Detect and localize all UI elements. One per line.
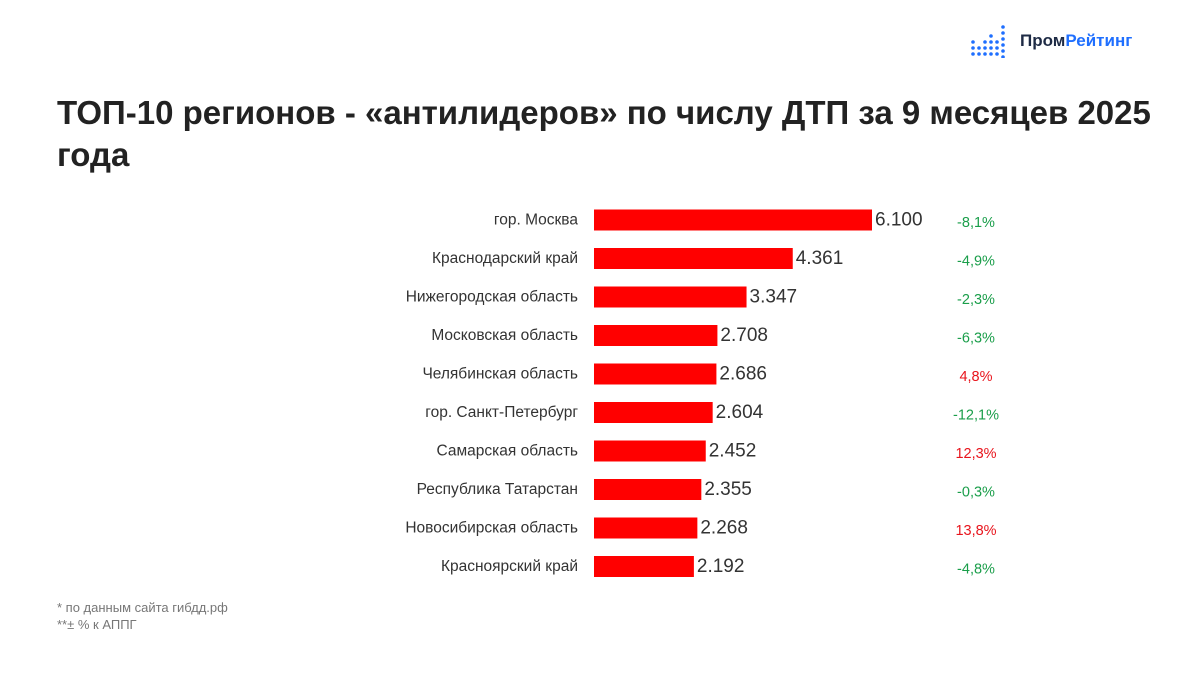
data-label: 3.347 [750,287,798,308]
data-label: 2.355 [704,479,752,500]
data-label: 4.361 [796,248,844,269]
data-label: 2.192 [697,556,745,577]
bar [594,440,706,462]
brand-name: ПромРейтинг [1020,31,1132,51]
change-label: -2,3% [957,292,995,308]
change-label: -0,3% [957,485,995,501]
change-label: -12,1% [953,408,999,424]
category-label: Челябинская область [422,366,578,383]
change-label: -4,9% [957,254,995,270]
bar [594,286,747,308]
footnote-change-note: **± % к АППГ [57,617,137,632]
category-label: Самарская область [437,443,578,460]
bar [594,556,694,577]
change-label: -6,3% [957,331,995,347]
brand-name-part1: Пром [1020,31,1066,50]
category-label: гор. Москва [494,212,578,229]
change-label: -4,8% [957,562,995,578]
footnotes: * по данным сайта гибдд.рф **± % к АППГ [57,599,228,633]
footnote-source: * по данным сайта гибдд.рф [57,600,228,615]
category-label: гор. Санкт-Петербург [425,404,578,421]
bar [594,248,793,269]
chart-title: ТОП-10 регионов - «антилидеров» по числу… [57,94,1151,173]
data-label: 2.604 [716,402,764,423]
bar [594,363,717,385]
bar [594,517,698,539]
category-label: Нижегородская область [406,289,578,306]
category-label: Республика Татарстан [417,481,578,498]
data-label: 2.708 [720,325,768,346]
data-label: 2.452 [709,441,757,462]
change-label: -8,1% [957,215,995,231]
bar [594,479,702,500]
category-label: Красноярский край [441,558,578,575]
dot-matrix-bars-icon [971,25,1005,58]
category-label: Краснодарский край [432,250,578,267]
change-label: 4,8% [959,369,992,385]
change-label: 13,8% [955,523,996,539]
brand-logo: ПромРейтинг [970,24,1132,58]
data-label: 2.268 [700,518,748,539]
data-label: 6.100 [875,210,923,231]
brand-name-part2: Рейтинг [1065,31,1133,50]
category-label: Новосибирская область [405,520,578,537]
bar [594,325,718,346]
category-label: Московская область [431,327,578,344]
data-label: 2.686 [719,364,767,385]
bar [594,209,872,231]
bar [594,402,713,423]
change-label: 12,3% [955,446,996,462]
